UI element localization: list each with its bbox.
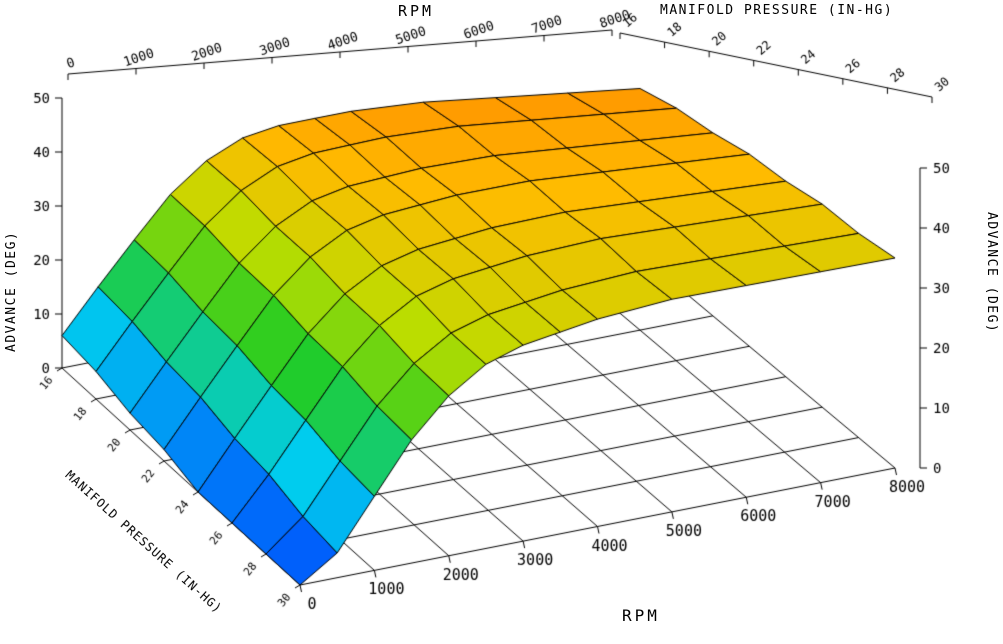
left-advance-axis-title: ADVANCE (DEG): [4, 230, 19, 352]
top-map-axis-title: MANIFOLD PRESSURE (IN-HG): [660, 3, 894, 18]
right-advance-axis-title: ADVANCE (DEG): [984, 212, 999, 334]
bottom-rpm-axis-title: RPM: [622, 606, 660, 625]
top-rpm-axis-title: RPM: [398, 2, 435, 20]
